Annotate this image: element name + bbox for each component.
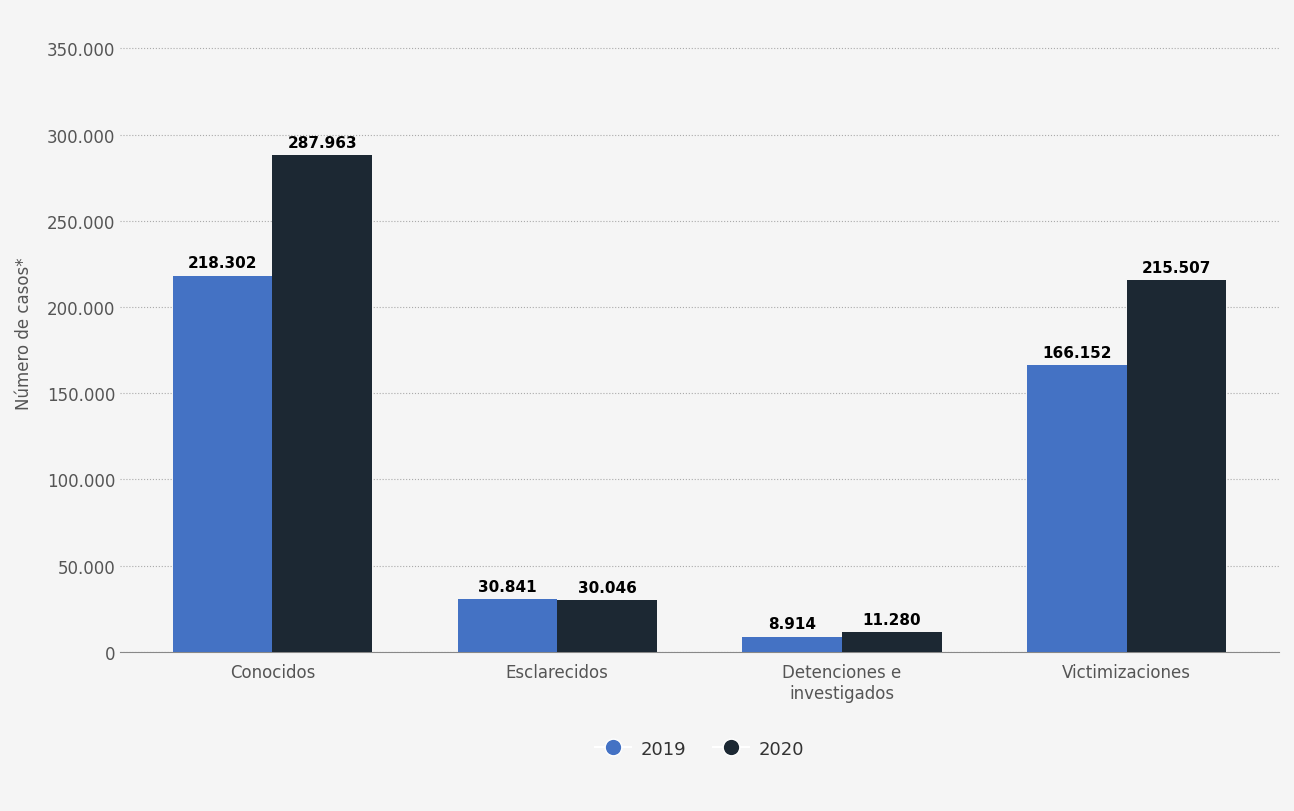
Text: 166.152: 166.152 (1042, 345, 1112, 361)
Bar (743, 637, 842, 652)
Bar (458, 599, 558, 652)
Text: 8.914: 8.914 (769, 616, 817, 632)
Text: 30.841: 30.841 (477, 579, 537, 594)
Bar (1027, 366, 1127, 652)
Y-axis label: Número de casos*: Número de casos* (16, 257, 34, 410)
Text: 30.046: 30.046 (577, 580, 637, 595)
Bar (273, 157, 373, 652)
Text: 215.507: 215.507 (1141, 261, 1211, 276)
Bar (558, 600, 657, 652)
Text: 218.302: 218.302 (188, 256, 258, 271)
Bar (173, 277, 273, 652)
Legend: 2019, 2020: 2019, 2020 (595, 740, 804, 757)
Text: 287.963: 287.963 (287, 136, 357, 151)
Bar (1127, 281, 1227, 652)
Text: 11.280: 11.280 (862, 612, 921, 628)
Bar (842, 633, 942, 652)
